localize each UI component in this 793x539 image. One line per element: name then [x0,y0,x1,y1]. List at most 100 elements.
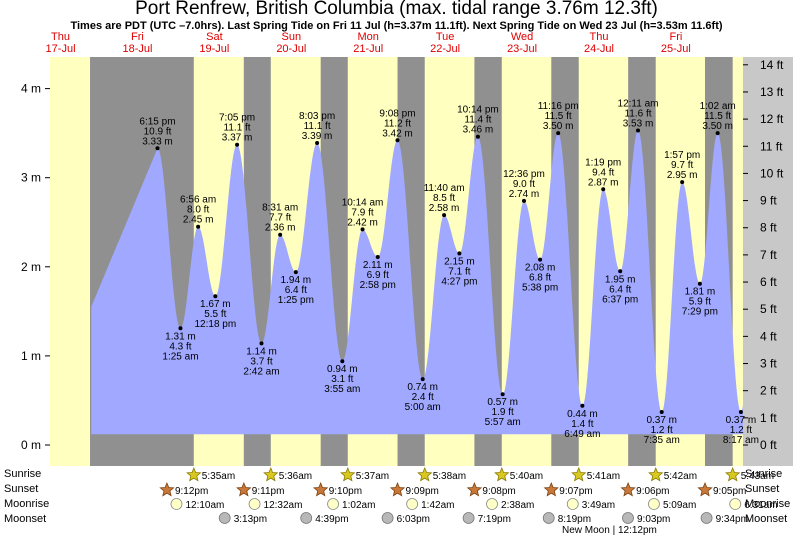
tide-label: 2.45 m [183,215,214,226]
sunset-icon [620,481,636,497]
moonset-time: 8:19pm [558,514,591,525]
moonset-icon [622,512,634,524]
sunset-time: 9:12pm [175,486,208,497]
y-right-tick-label: 8 ft [760,221,777,235]
tide-label: 6:56 am [180,195,216,206]
sunset-icon [159,481,175,497]
sunset-time: 9:09pm [406,486,439,497]
moonrise-time: 1:02am [342,500,375,511]
row-label-moonset-right: Moonset [745,513,788,525]
tide-label: 11:40 am [424,183,465,194]
tide-label: 1.9 ft [492,407,514,418]
tide-label: 11.1 ft [224,123,251,134]
moonset-icon [542,512,555,524]
tide-label: 1.67 m [200,299,231,310]
tide-point [375,254,380,259]
daylight-band [50,57,91,466]
moonset-time: 9:03pm [637,514,670,525]
tide-point [697,281,702,286]
sunrise-time: 5:38am [433,471,466,482]
y-right-tick-label: 7 ft [760,248,777,262]
sunrise-icon [417,466,433,482]
tide-label: 0.74 m [407,382,438,393]
day-date: 23-Jul [507,43,538,55]
row-label-sunset-right: Sunset [745,483,780,495]
day-date: 19-Jul [199,43,230,55]
tide-point [601,187,606,192]
tide-point [293,270,298,275]
day-of-week: Fri [669,31,683,43]
day-of-week: Thu [589,31,609,43]
y-right-tick-label: 2 ft [760,384,777,398]
tide-label: 0.37 m [726,415,757,426]
sunset-time: 9:06pm [636,486,669,497]
sunset-time: 9:08pm [482,486,515,497]
sunrise-icon [724,466,741,482]
tide-point [500,392,505,397]
tide-label: 6:15 pm [139,116,175,127]
tide-label: 2.15 m [444,256,475,267]
moonset-time: 6:03pm [397,514,430,525]
day-date: 17-Jul [45,43,76,55]
tide-label: 8:31 am [262,203,298,214]
y-left-tick-label: 2 m [21,260,41,274]
tide-point [556,131,561,136]
y-right-tick-label: 12 ft [760,112,784,126]
tide-point [420,377,425,382]
y-right-tick-label: 4 ft [760,329,777,343]
sunrise-time: 5:40am [510,471,543,482]
tide-label: 3.53 m [623,118,654,129]
tide-point [278,232,283,237]
row-label-sunset-left: Sunset [4,483,39,495]
day-of-week: Tue [435,31,455,43]
day-of-week: Wed [510,31,534,43]
tide-label: 3.1 ft [331,374,353,385]
moonrise-time: 12:32am [264,500,303,511]
tide-point [155,146,160,151]
tide-label: 1:25 pm [278,295,314,306]
sunrise-icon [571,466,587,482]
tide-label: 11.5 ft [545,111,572,122]
moonrise-time: 1:42am [421,500,454,511]
sunset-icon [312,481,329,497]
tide-label: 4:27 pm [441,276,477,287]
moonset-time: 9:34pm [716,514,749,525]
tide-label: 3.7 ft [250,356,272,367]
tide-label: 11.6 ft [624,108,651,119]
sunset-time: 9:11pm [252,486,285,497]
tide-label: 7:35 am [644,435,680,446]
tide-label: 1:25 am [162,351,198,362]
tide-point [457,251,462,256]
day-of-week: Sun [281,31,302,43]
tide-label: 7.1 ft [448,266,470,277]
tide-label: 2.74 m [509,189,540,200]
row-label-moonrise-right: Moonrise [745,498,791,510]
sunrise-time: 5:37am [356,471,389,482]
tide-label: 3.46 m [463,125,494,136]
sunrise-icon [648,466,664,482]
moonrise-time: 12:10am [185,500,224,511]
y-right-tick-label: 13 ft [760,85,784,99]
tide-label: 2:58 pm [360,280,396,291]
tide-point [715,131,720,136]
tide-point [442,213,447,218]
day-label: Fri 18-Jul [122,31,152,55]
tide-label: 12:18 pm [194,319,236,330]
tide-label: 7:05 pm [219,113,255,124]
sunset-icon [236,481,252,497]
tide-curve [91,130,773,435]
tide-label: 6:49 am [564,429,600,440]
tide-label: 2.42 m [347,217,378,228]
tide-label: 1:19 pm [585,157,621,168]
tide-label: 0.44 m [567,409,598,420]
moonrise-icon [729,498,742,510]
moonrise-icon [648,498,660,510]
tide-label: 3.39 m [302,131,333,142]
tide-label: 7.9 ft [351,207,373,218]
tide-label: 4.3 ft [169,341,191,352]
tide-label: 8.5 ft [433,193,455,204]
tide-label: 5:57 am [485,417,521,428]
tide-label: 8:03 pm [299,111,335,122]
moonrise-time: 5:09am [663,500,696,511]
tide-point [235,142,240,147]
